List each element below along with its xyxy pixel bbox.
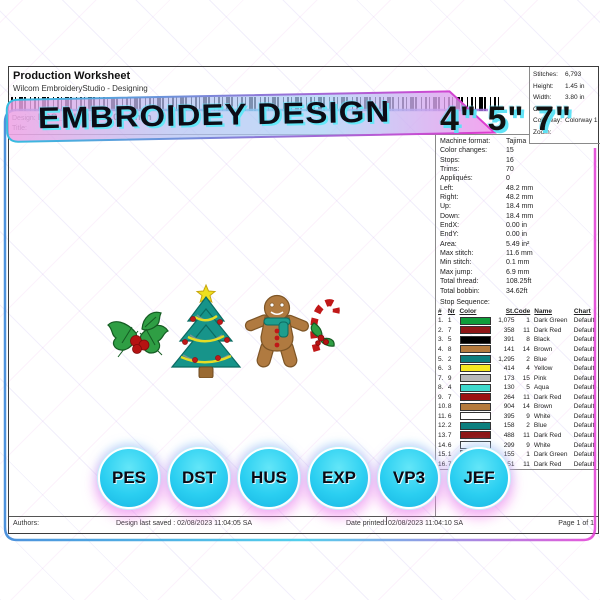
stop-sequence-row: 2. 7 358 11 Dark Red Default [438,326,595,335]
thread-color-swatch [459,326,491,335]
hoop-sizes-text: 4" 5" 7" [440,100,572,138]
date-printed-text: Date printed: 02/08/2023 11:04:10 SA [346,520,464,527]
format-button-hus[interactable]: HUS [238,447,300,509]
page-title: Production Worksheet [13,70,131,82]
stop-sequence-row: 6. 3 414 4 Yellow Default [438,364,595,373]
stop-sequence-row: 8. 4 130 5 Aqua Default [438,383,595,392]
stat-row: Width: 3.80 in [533,94,585,102]
machine-info-row: Max jump: 6.9 mm [440,268,530,276]
stop-column-header: Code [514,307,531,315]
stop-sequence-header: # Nr Color St. Code Name Chart [438,307,598,317]
machine-info-row: Up: 18.4 mm [440,203,534,211]
stop-sequence-row: 9. 7 264 11 Dark Red Default [438,393,595,402]
machine-info-list: Machine format: Tajima Color changes: 15 Sto… [436,134,598,296]
stat-row: Height: 1.45 in [533,82,585,90]
stop-column-header: Nr [447,307,456,315]
thread-color-swatch [459,335,491,344]
thread-color-swatch [459,393,491,402]
machine-info-row: Stops: 16 [440,156,514,164]
machine-info-row: Left: 48.2 mm [440,184,534,192]
stop-sequence-table: # Nr Color St. Code Name Chart 1. 1 1,075 1 Dark G… [438,307,598,471]
thread-color-swatch [459,421,491,430]
stop-sequence-row: 14. 6 299 9 White Default [438,440,595,449]
stop-sequence-row: 5. 2 1,295 2 Blue Default [438,354,595,363]
format-button-vp3[interactable]: VP3 [378,447,440,509]
thread-color-swatch [459,412,491,421]
thread-color-swatch [459,364,491,373]
thread-color-swatch [459,316,491,325]
stop-sequence-rows: 1. 1 1,075 1 Dark Green Default 2. 7 358 11 Dark R… [438,316,598,469]
stop-sequence-row: 10. 8 904 14 Brown Default [438,402,595,411]
banner-title: EMBROIDEY DESIGN [37,95,391,136]
stop-sequence-row: 4. 8 141 14 Brown Default [438,345,595,354]
stop-sequence-row: 1. 1 1,075 1 Dark Green Default [438,316,595,325]
stop-column-header: Name [534,307,552,315]
footer: Authors: Design last saved : 02/08/2023 … [9,517,598,532]
machine-info-row: EndY: 0.00 in [440,231,528,239]
format-button-jef[interactable]: JEF [448,447,510,509]
thread-color-swatch [459,354,491,363]
machine-info-row: Total thread: 108.25ft [440,278,532,286]
thread-color-swatch [459,345,491,354]
machine-info-row: Max stitch: 11.6 mm [440,250,533,258]
format-button-dst[interactable]: DST [168,447,230,509]
christmas-tree-icon [170,283,242,378]
machine-info-row: Color changes: 15 [440,147,514,155]
machine-info-row: Down: 18.4 mm [440,212,534,220]
stop-sequence-row: 12. 2 158 2 Blue Default [438,421,595,430]
thread-color-swatch [459,383,491,392]
stat-row: Stitches: 6,793 [533,71,582,78]
holly-icon [107,311,169,358]
format-button-exp[interactable]: EXP [308,447,370,509]
embroidery-design-preview [107,283,340,378]
promo-banner: EMBROIDEY DESIGN [1,84,504,150]
last-saved-text: Design last saved : 02/08/2023 11:04:05 … [116,520,253,527]
stop-sequence-title: Stop Sequence: [440,298,490,306]
stop-column-header: St. [505,307,515,315]
stop-column-header: # [438,307,442,315]
machine-info-row: Total bobbin: 34.62ft [440,287,528,295]
machine-info-row: Right: 48.2 mm [440,194,534,202]
stop-sequence-row: 3. 5 391 8 Black Default [438,335,595,344]
thread-color-swatch [459,431,491,440]
authors-label: Authors: [13,520,40,527]
machine-info-row: Area: 5.49 in² [440,240,530,248]
candy-cane-icon [310,299,340,355]
app-subtitle: Wilcom EmbroideryStudio - Designing [13,84,148,93]
thread-color-swatch [459,373,491,382]
gingerbread-man-icon [244,294,310,368]
stop-sequence-row: 13. 7 488 11 Dark Red Default [438,431,595,440]
stop-column-header: Chart [573,307,591,315]
machine-info-row: Trims: 70 [440,166,514,174]
machine-info-row: Appliqués: 0 [440,175,510,183]
stop-sequence-row: 7. 9 173 15 Pink Default [438,373,595,382]
page-number: Page 1 of 1 [558,520,594,527]
machine-info-row: EndX: 0.00 in [440,222,528,230]
stop-column-header: Color [459,307,477,315]
machine-info-row: Min stitch: 0.1 mm [440,259,530,267]
format-button-pes[interactable]: PES [98,447,160,509]
thread-color-swatch [459,402,491,411]
stop-sequence-row: 11. 6 395 9 White Default [438,412,595,421]
